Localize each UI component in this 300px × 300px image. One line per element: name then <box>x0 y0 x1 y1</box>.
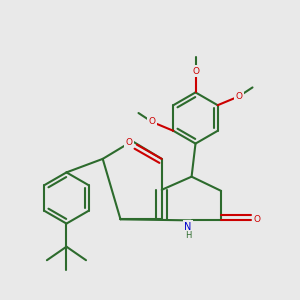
Text: O: O <box>254 215 260 224</box>
Text: O: O <box>125 138 133 147</box>
Text: H: H <box>185 231 191 240</box>
Text: O: O <box>192 67 199 76</box>
Text: O: O <box>148 117 155 126</box>
Text: N: N <box>184 222 192 232</box>
Text: O: O <box>236 92 242 101</box>
